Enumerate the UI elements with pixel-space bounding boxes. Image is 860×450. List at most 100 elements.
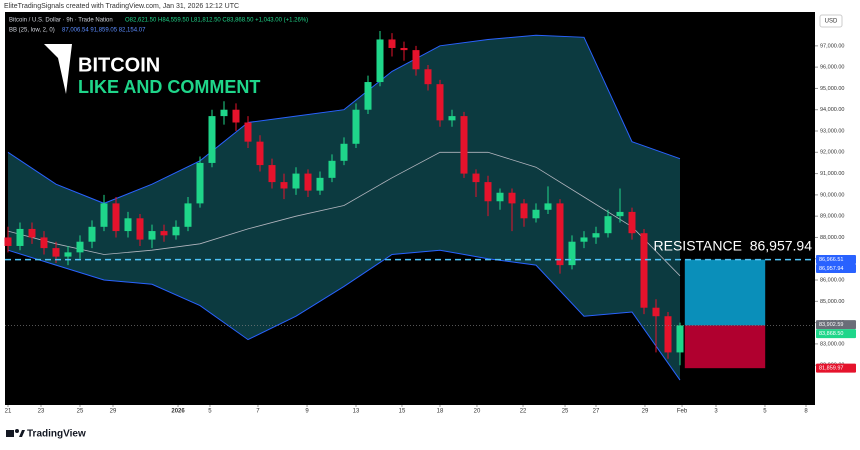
candle-body [160,231,168,236]
price-tag-label: 83,902.59 [819,322,843,328]
candle-body [388,39,396,48]
candle-body [220,109,228,117]
currency-box [819,14,843,28]
candle-body [628,211,636,234]
y-tick-label: 95,000.00 [820,86,844,92]
y-tick-label: 85,000.00 [820,299,844,305]
candle-body [316,177,324,191]
logo-subtitle: LIKE AND COMMENT [78,77,260,97]
x-tick-label: 2026 [171,409,185,415]
candle-body [520,203,528,219]
price-tag [816,263,856,273]
x-tick-label: 21 [5,409,12,415]
candle-body [208,116,216,163]
x-tick-label: 18 [437,409,444,415]
price-tag-label: 86,957.94 [819,266,843,272]
candle-body [484,182,492,202]
currency: USD [825,19,838,25]
candle-body [604,216,612,234]
y-tick-label: 89,000.00 [820,214,844,220]
y-tick-label: 91,000.00 [820,171,844,177]
candle-body [304,173,312,191]
plot [4,30,766,381]
candle-body [184,203,192,227]
candle-body [592,233,600,238]
candle-body [352,109,360,144]
candle-body [328,160,336,178]
legend-bb-values: 87,006.54 91,859.05 82,154.07 [62,28,146,34]
candle-body [280,182,288,189]
candle-body [268,165,276,183]
candle-body [124,218,132,232]
axis-bg [815,12,860,405]
price-tag-label: 83,868.50 [819,331,843,337]
x-tick-label: 5 [208,409,212,415]
candle-body [568,241,576,266]
candle-body [256,141,264,166]
candle-body [376,39,384,83]
candle-body [448,116,456,121]
y-tick-label: 88,000.00 [820,235,844,241]
band-basis [7,151,681,277]
candle-body [340,143,348,161]
candle-body [76,241,84,253]
x-tick-label: 5 [763,409,767,415]
candle-body [52,248,60,257]
candle-body [148,231,156,240]
price-tag [816,363,856,373]
x-tick-label: 3 [714,409,718,415]
candle-body [556,203,564,266]
logo-title: BITCOIN [78,54,160,76]
y-tick-label: 83,000.00 [820,341,844,347]
x-tick-label: 9 [305,409,309,415]
candle-body [28,228,36,238]
candle-body [676,325,684,353]
price-tag [816,320,856,330]
candle-body [580,237,588,242]
x-tick-label: 15 [399,409,406,415]
y-tick-label: 86,000.00 [820,277,844,283]
candle-body [292,173,300,189]
candle-body [172,226,180,236]
header: EliteTradingSignals created with Trading… [4,3,239,10]
x-tick-label: Feb [677,409,688,415]
price-tag-label: 86,966.51 [819,257,843,263]
footer: TradingView [27,429,86,440]
target-zone [684,259,766,326]
y-tick-label: 92,000.00 [820,150,844,156]
candle-body [640,233,648,308]
candle-body [364,82,372,110]
candle-body [112,203,120,232]
x-tick-label: 25 [77,409,84,415]
price-tag-label: 81,859.97 [819,366,843,372]
y-tick-label: 90,000.00 [820,192,844,198]
candle-body [532,209,540,219]
candle-body [244,122,252,142]
candle-body [508,192,516,204]
candle-body [544,203,552,210]
x-tick-label: 7 [256,409,260,415]
resistance-label: RESISTANCE 86,957.94 [654,237,813,253]
legend-symbol: Bitcoin / U.S. Dollar · 9h · Trade Natio… [9,18,113,24]
y-tick-label: 93,000.00 [820,128,844,134]
band-fill [8,35,680,381]
x-tick-label: 25 [562,409,569,415]
candle-body [16,228,24,246]
candle-body [4,237,12,246]
candle-body [616,211,624,217]
candle-body [412,50,420,70]
candle-body [88,226,96,242]
x-tick-label: 29 [642,409,649,415]
candle-body [64,252,72,257]
logo-mark [44,44,72,94]
candle-body [424,69,432,85]
candle-body [472,173,480,183]
candle-body [400,47,408,51]
x-tick-label: 22 [520,409,527,415]
candle-body [436,84,444,121]
candle-body [196,162,204,204]
stop-zone [684,325,766,369]
x-tick-label: 20 [474,409,481,415]
x-tick-label: 8 [804,409,808,415]
